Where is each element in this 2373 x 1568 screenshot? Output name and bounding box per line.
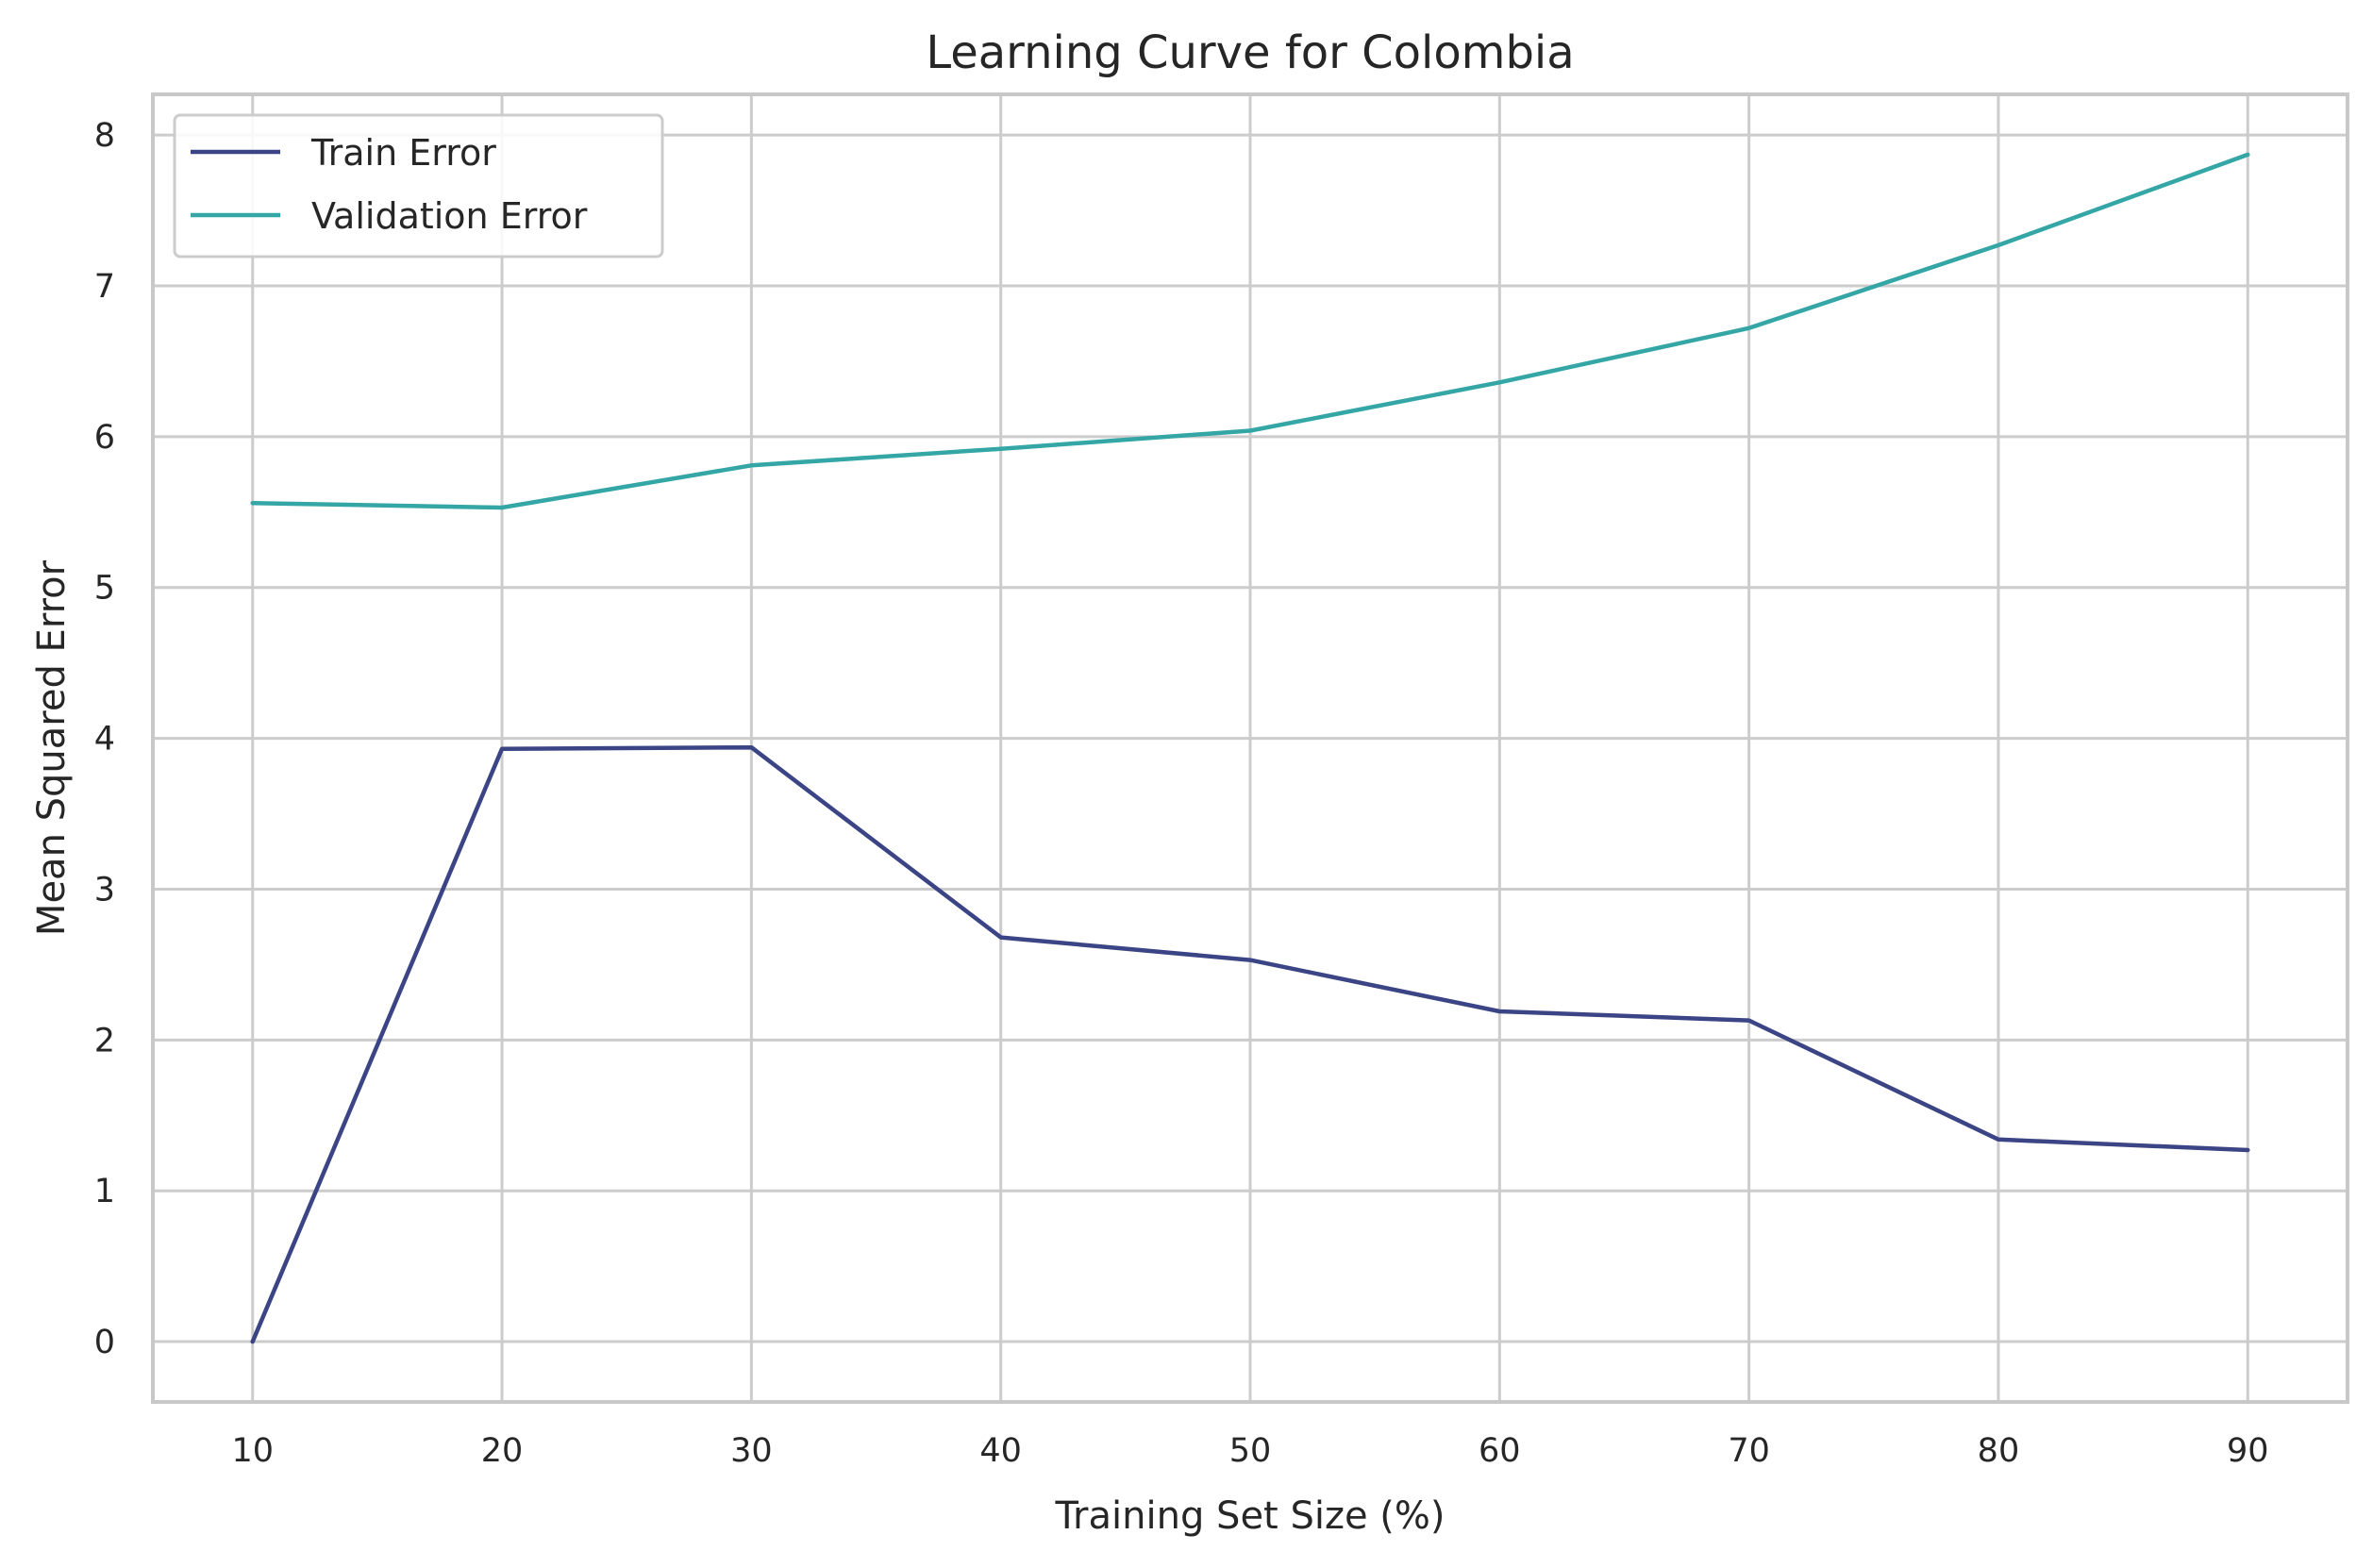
series-lines: [250, 152, 2250, 1344]
tick-labels: 10 20 30 40 50 60 70 80 90 0 1 2 3 4 5 6 7 8: [94, 117, 2269, 1470]
legend-label-train-error: Train Error: [310, 132, 496, 174]
y-axis-label: Mean Squared Error: [30, 559, 74, 936]
legend-label-validation-error: Validation Error: [311, 195, 588, 237]
y-tick-label-3: 3: [94, 871, 115, 909]
y-tick-label-8: 8: [94, 117, 115, 155]
x-tick-label-70: 70: [1728, 1432, 1770, 1470]
y-tick-label-7: 7: [94, 268, 115, 306]
series-line-train-error: [250, 744, 2250, 1344]
plot-area-frame: [151, 92, 2349, 1404]
x-tick-label-80: 80: [1978, 1432, 2020, 1470]
y-tick-label-5: 5: [94, 570, 115, 608]
x-tick-label-30: 30: [730, 1432, 773, 1470]
y-tick-label-0: 0: [94, 1324, 115, 1361]
x-tick-label-60: 60: [1479, 1432, 1521, 1470]
x-tick-label-10: 10: [231, 1432, 274, 1470]
y-tick-label-2: 2: [94, 1022, 115, 1059]
x-tick-label-50: 50: [1229, 1432, 1272, 1470]
x-tick-label-40: 40: [979, 1432, 1022, 1470]
x-axis-label: Training Set Size (%): [1055, 1494, 1446, 1538]
series-line-validation-error: [250, 152, 2250, 510]
x-tick-label-20: 20: [481, 1432, 524, 1470]
chart-title: Learning Curve for Colombia: [926, 26, 1574, 79]
y-tick-label-1: 1: [94, 1173, 115, 1210]
legend: Train Error Validation Error: [173, 113, 664, 259]
grid: [153, 94, 2348, 1402]
legend-frame: [173, 113, 664, 259]
y-tick-label-4: 4: [94, 721, 115, 759]
x-tick-label-90: 90: [2227, 1432, 2269, 1470]
y-tick-label-6: 6: [94, 419, 115, 457]
